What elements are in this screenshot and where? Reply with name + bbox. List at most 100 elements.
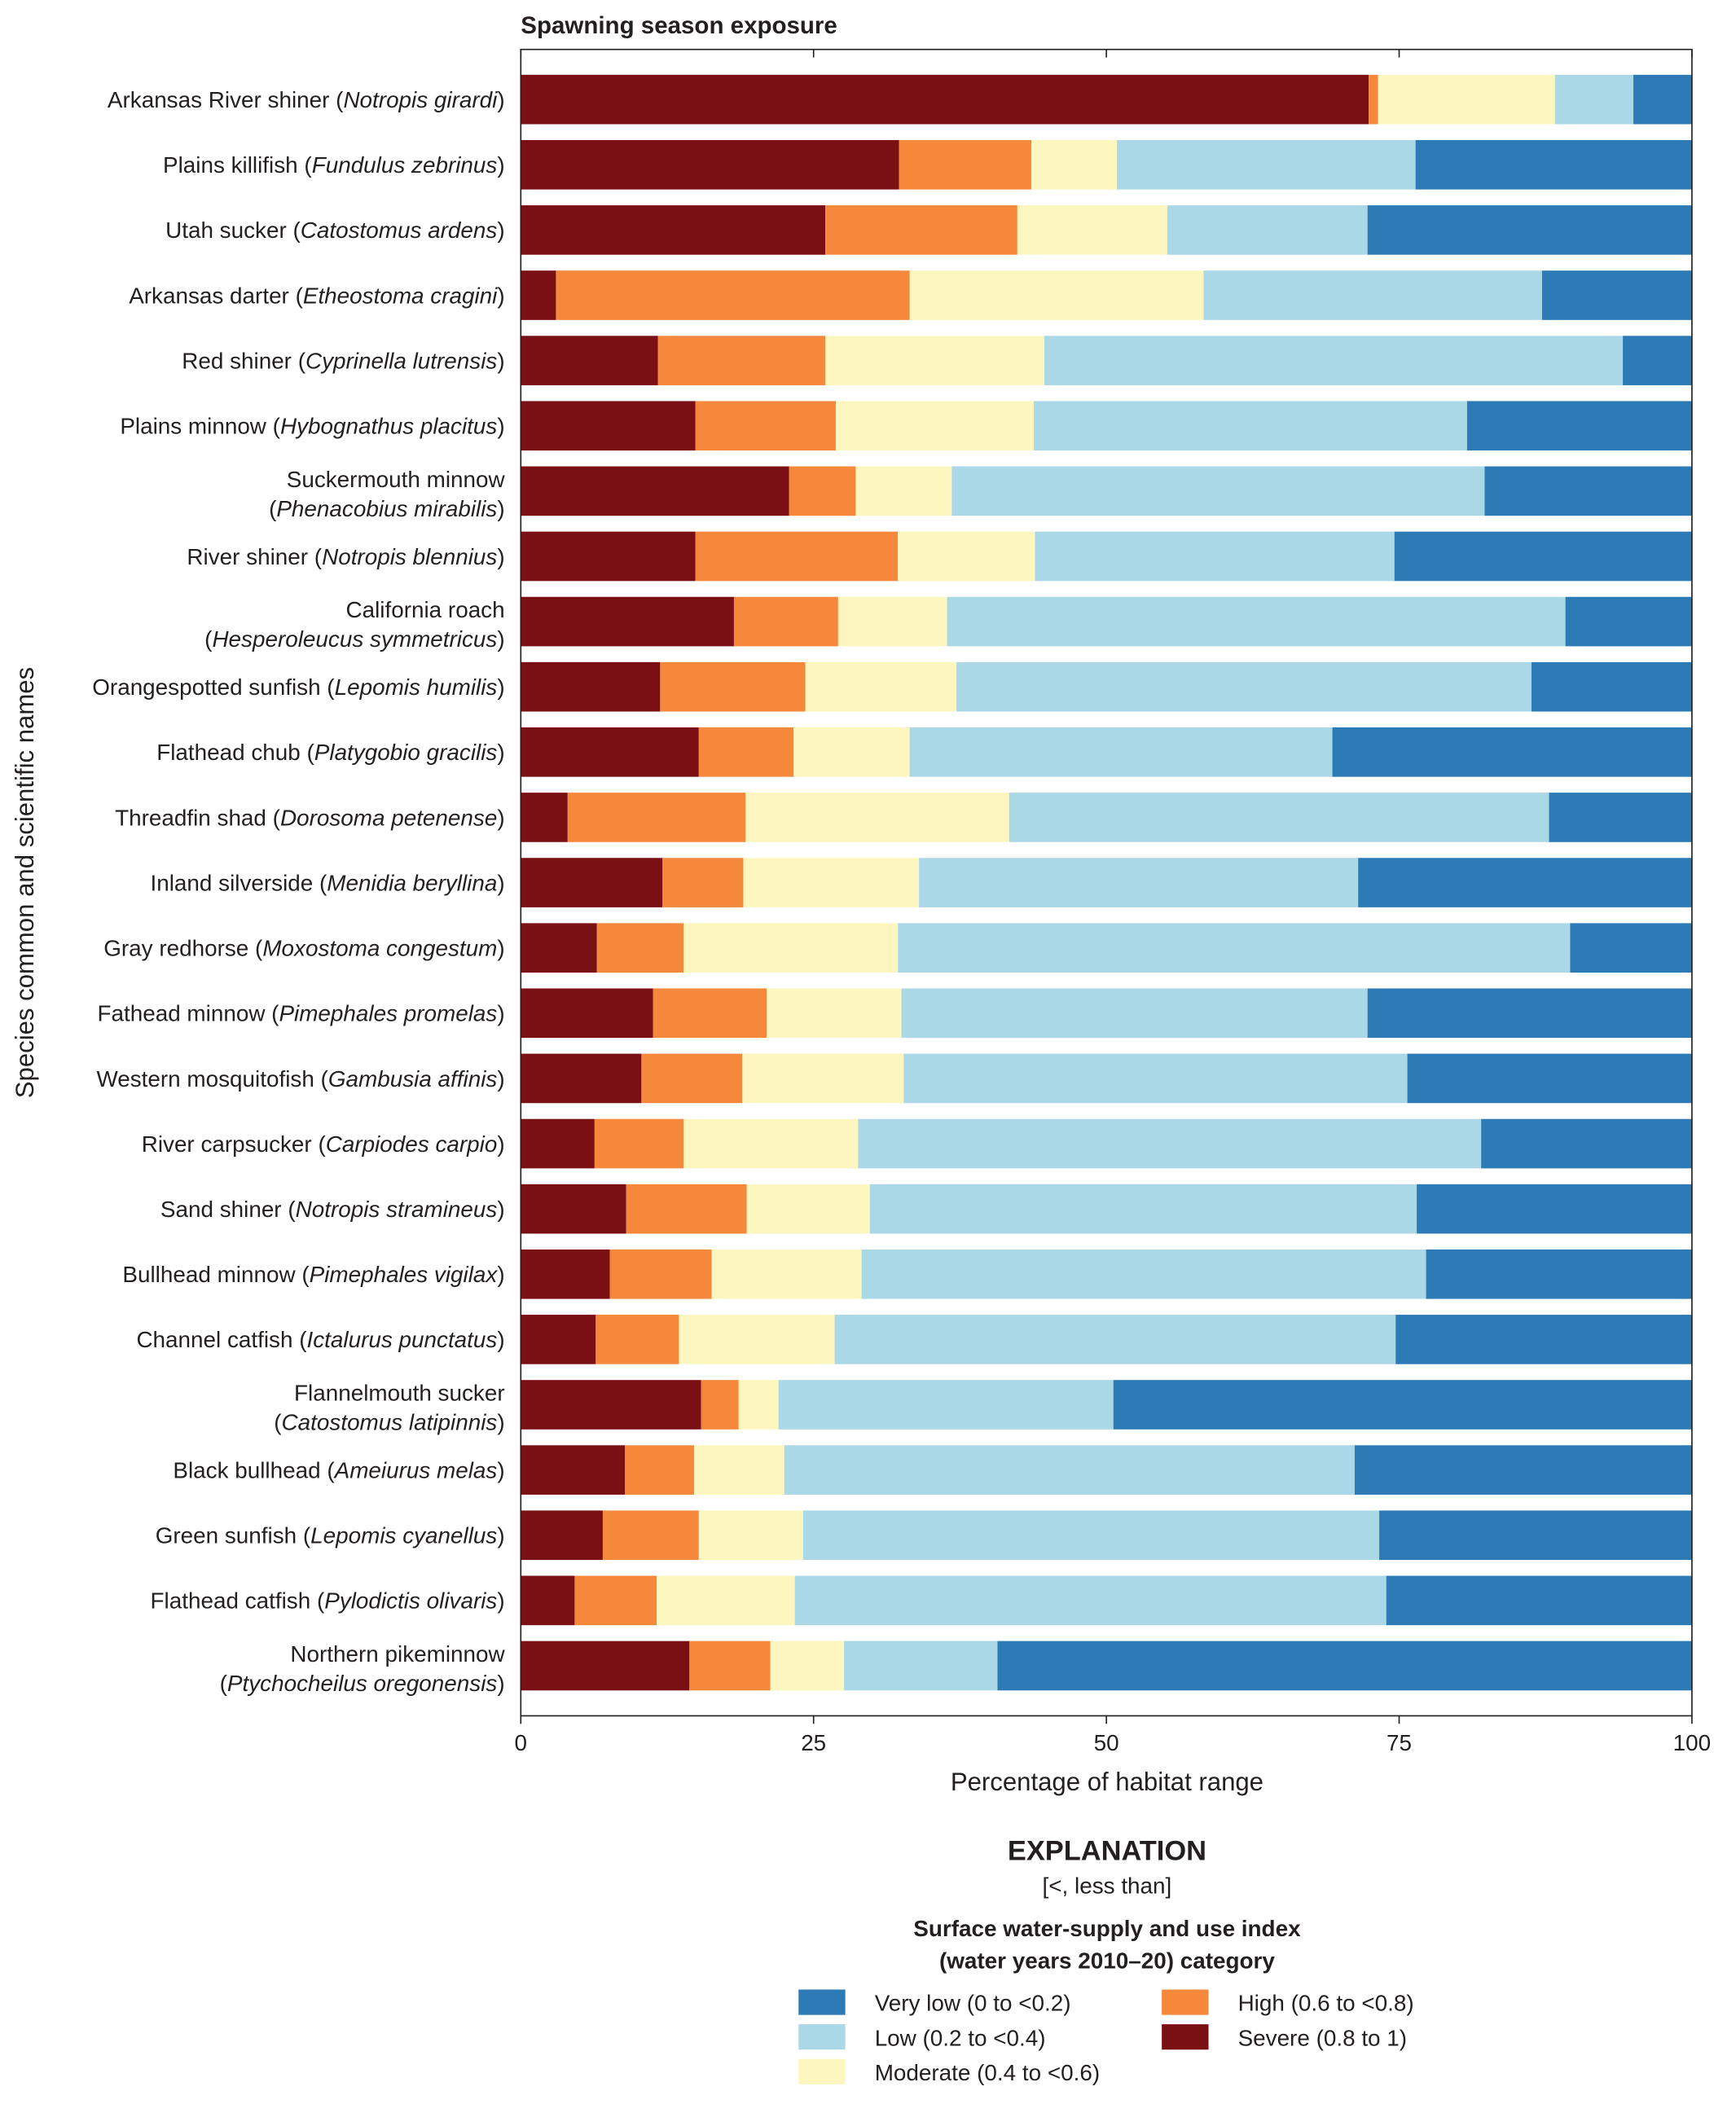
bar-segment-very-low	[1358, 858, 1692, 907]
bar-segment-high	[596, 1315, 679, 1364]
bar-segment-high	[625, 1445, 695, 1495]
bar-segment-very-low	[1541, 270, 1692, 320]
bar-segment-low	[903, 1053, 1408, 1104]
bar-segment-low	[952, 466, 1485, 516]
common-name: Threadfin shad (	[115, 805, 281, 830]
bar-segment-high	[789, 466, 856, 516]
bar-segment-very-low	[1395, 1315, 1692, 1364]
bar-segment-high	[825, 205, 1017, 255]
x-axis-ticks: 0 25 50 75 100	[515, 49, 1711, 1755]
bar-segment-moderate	[825, 336, 1044, 385]
bar-segment-moderate	[837, 596, 947, 647]
bar-segment-high	[626, 1184, 747, 1234]
bar-segment-severe	[521, 661, 661, 712]
paren: )	[497, 1588, 504, 1614]
common-name: Flathead chub (	[156, 740, 314, 765]
bar-segment-low	[909, 727, 1333, 777]
paren: )	[497, 1131, 504, 1157]
bar-segment-severe	[521, 1575, 575, 1626]
common-name: Sand shiner (	[160, 1197, 296, 1222]
bar-segment-low	[956, 661, 1532, 712]
paren: )	[497, 1197, 504, 1222]
bar-segment-severe	[521, 923, 597, 973]
paren: )	[497, 152, 504, 178]
legend-swatch	[798, 2058, 846, 2084]
common-name: Northern pikeminnow	[290, 1641, 505, 1667]
scientific-name: Lepomis humilis	[335, 674, 498, 700]
bar-segment-severe	[521, 1184, 626, 1234]
scientific-name: Ameiurus melas	[333, 1457, 498, 1482]
category-label: Flathead catfish (Pylodictis olivaris)	[151, 1588, 505, 1614]
bar-segment-severe	[521, 596, 734, 647]
bar-segment-severe	[521, 74, 1369, 125]
common-name: California roach	[346, 597, 505, 622]
bar-segment-high	[733, 596, 838, 647]
legend-subtitle-line2: (water years 2010–20) category	[939, 1948, 1275, 1973]
bar-segment-moderate	[683, 923, 899, 973]
bar-segment-high	[1369, 74, 1378, 125]
bar-segment-moderate	[1378, 74, 1555, 125]
bar-segment-very-low	[1417, 1184, 1692, 1234]
bar-segment-moderate	[698, 1510, 803, 1561]
bar-segment-low	[919, 858, 1359, 907]
bar-segment-very-low	[1570, 923, 1692, 973]
legend: EXPLANATION [<, less than] Surface water…	[798, 1835, 1414, 2085]
common-name: Red shiner (	[182, 348, 305, 373]
category-label: Western mosquitofish (Gambusia affinis)	[96, 1066, 504, 1092]
bar-segment-very-low	[1415, 139, 1692, 190]
paren: )	[497, 1457, 504, 1482]
bar-segment-moderate	[805, 661, 957, 712]
bar-segment-low	[844, 1641, 998, 1691]
bar-segment-very-low	[1113, 1380, 1692, 1430]
bar-segment-low	[778, 1380, 1114, 1430]
bar-segment-low	[901, 988, 1368, 1039]
bar-segment-low	[947, 596, 1566, 647]
bar-segment-high	[641, 1053, 743, 1104]
bar-segment-low	[802, 1510, 1380, 1561]
bar-segment-low	[1203, 270, 1542, 320]
scientific-name: Gambusia affinis	[328, 1066, 498, 1092]
paren: )	[497, 626, 504, 652]
bar-segment-very-low	[1332, 727, 1692, 777]
bar-segment-severe	[521, 793, 568, 842]
category-label: Black bullhead (Ameiurus melas)	[173, 1457, 504, 1482]
bar-segment-low	[869, 1184, 1417, 1234]
legend-swatch	[798, 1989, 846, 2015]
bar-segment-very-low	[1379, 1510, 1692, 1561]
paren: )	[497, 1671, 504, 1696]
bar-segment-moderate	[1017, 205, 1167, 255]
paren: )	[497, 805, 504, 830]
bar-segment-low	[1033, 401, 1467, 451]
bar-segment-low	[1009, 793, 1549, 842]
bar-segment-high	[602, 1510, 699, 1561]
category-label: Orangespotted sunfish (Lepomis humilis)	[92, 674, 504, 700]
scientific-name: Hesperoleucus symmetricus	[212, 626, 497, 652]
bar-segment-severe	[521, 401, 696, 451]
bar-segment-low	[834, 1315, 1396, 1364]
category-label: California roach	[346, 597, 505, 622]
chart-title: Spawning season exposure	[521, 12, 837, 39]
common-name: Fathead minnow (	[97, 1001, 279, 1026]
bar-segment-high	[657, 336, 826, 385]
common-name: Orangespotted sunfish (	[92, 674, 335, 700]
scientific-name: Moxostoma congestum	[262, 936, 497, 961]
common-name: Plains minnow (	[120, 414, 280, 439]
bar-segment-moderate	[898, 531, 1035, 582]
bar-segment-severe	[521, 1510, 603, 1561]
bar-segment-moderate	[745, 793, 1009, 842]
bar-segment-high	[698, 727, 794, 777]
bar-segment-moderate	[855, 466, 952, 516]
category-label: Fathead minnow (Pimephales promelas)	[97, 1001, 504, 1026]
paren: (	[220, 1671, 228, 1696]
bar-segment-severe	[521, 858, 663, 907]
bar-segment-very-low	[1407, 1053, 1692, 1104]
bar-segment-very-low	[1466, 401, 1692, 451]
common-name: Black bullhead (	[173, 1457, 335, 1482]
bar-segment-severe	[521, 531, 696, 582]
legend-swatch	[1162, 1989, 1209, 2015]
bar-segment-moderate	[679, 1315, 835, 1364]
category-label: Plains killifish (Fundulus zebrinus)	[163, 152, 505, 178]
scientific-name: Platygobio gracilis	[314, 740, 498, 765]
scientific-name: Lepomis cyanellus	[310, 1523, 497, 1548]
